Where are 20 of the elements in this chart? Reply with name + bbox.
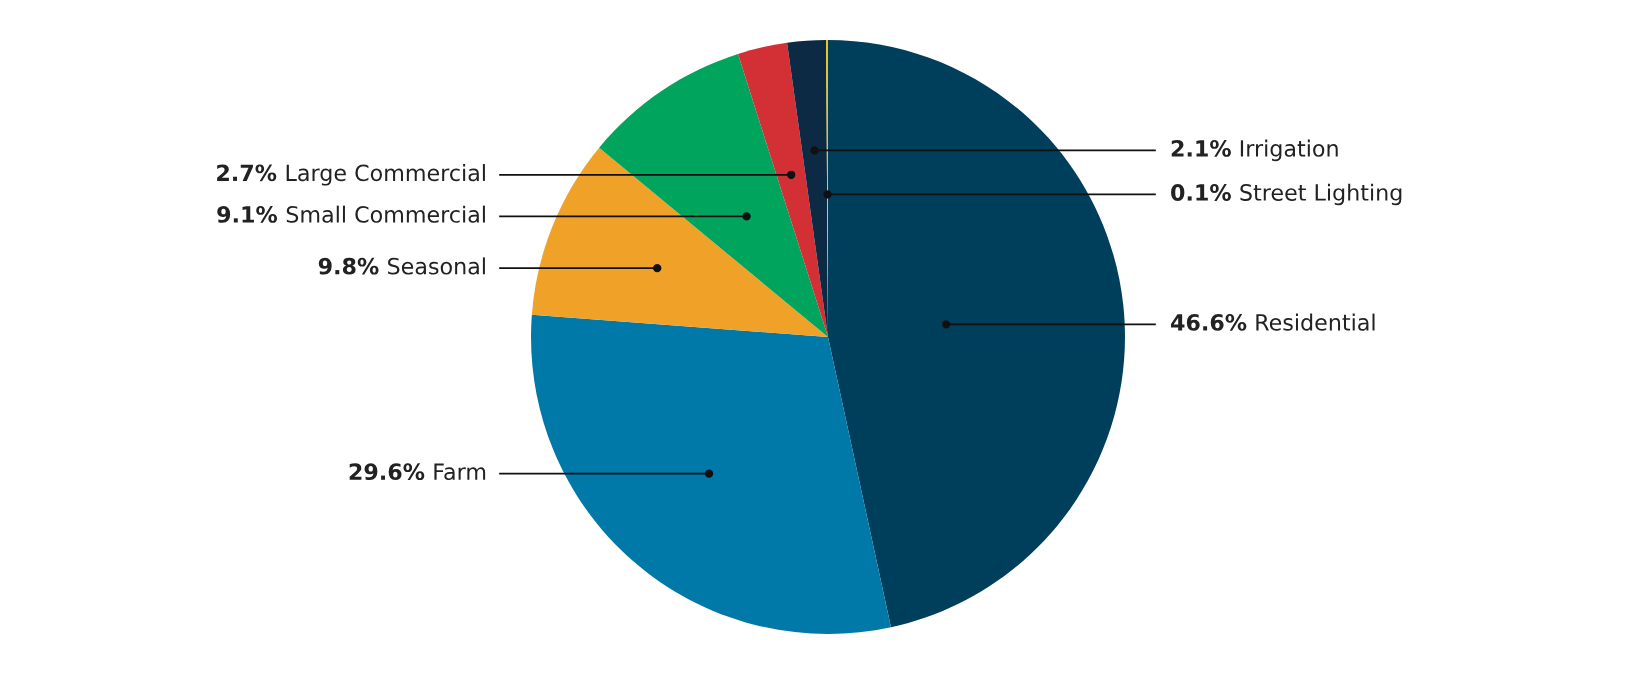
data-label: 2.1% — [1171, 140, 1231, 157]
slice-label: Farm — [434, 463, 486, 481]
slice-label: Residential — [1256, 313, 1375, 331]
pie-slice — [738, 42, 828, 337]
data-label: 2.7% — [217, 164, 277, 182]
slice-label: Large Commercial — [286, 164, 485, 186]
data-label: 9.1% — [217, 206, 278, 223]
pie-slice — [599, 53, 828, 337]
slice-label: Street Lighting — [1240, 183, 1402, 206]
slice-label: Seasonal — [388, 257, 485, 275]
data-label: 0.1% — [1171, 184, 1231, 201]
pie-slice — [828, 40, 1125, 628]
pie-slice — [531, 147, 828, 337]
data-label: 9.8% — [318, 257, 379, 275]
pie-slice — [787, 40, 828, 337]
data-label: 29.6% — [349, 463, 425, 481]
data-label: 46.6% — [1171, 313, 1247, 331]
pie-slice — [531, 314, 891, 634]
slice-label: Small Commercial — [286, 205, 485, 223]
slice-label: Irrigation — [1240, 139, 1338, 162]
